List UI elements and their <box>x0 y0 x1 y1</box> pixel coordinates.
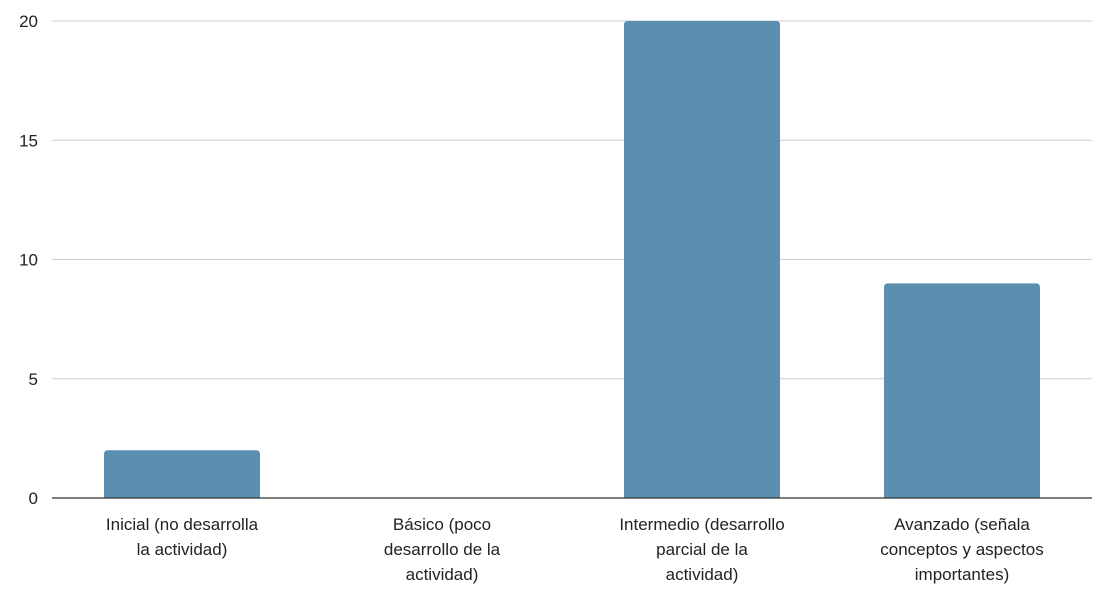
y-tick-label: 20 <box>19 12 38 31</box>
bars <box>104 21 1040 498</box>
x-category-label-line: Inicial (no desarrolla <box>106 515 259 534</box>
bar <box>624 21 780 498</box>
x-category-label: Intermedio (desarrollo parcial de la activ… <box>619 515 784 584</box>
x-category-label-line: conceptos y aspectos <box>880 540 1043 559</box>
x-category-label-line: Intermedio (desarrollo <box>619 515 784 534</box>
x-category-label: Básico (poco desarrollo de la actividad) <box>384 515 501 584</box>
y-tick-label: 15 <box>19 131 38 150</box>
x-category-label: Inicial (no desarrolla la actividad) <box>106 515 259 559</box>
y-tick-label: 5 <box>29 370 38 389</box>
x-category-label-line: importantes) <box>915 565 1009 584</box>
bar <box>884 283 1040 498</box>
x-category-label-line: actividad) <box>666 565 739 584</box>
x-category-label-line: Avanzado (señala <box>894 515 1030 534</box>
x-axis-categories: Inicial (no desarrolla la actividad) Básic… <box>106 515 1044 584</box>
bar <box>104 450 260 498</box>
x-category-label-line: actividad) <box>406 565 479 584</box>
y-tick-label: 0 <box>29 489 38 508</box>
y-axis-ticks: 0 5 10 15 20 <box>19 12 38 508</box>
x-category-label-line: Básico (poco <box>393 515 491 534</box>
x-category-label-line: la actividad) <box>137 540 228 559</box>
x-category-label: Avanzado (señala conceptos y aspectos impo… <box>880 515 1043 584</box>
y-tick-label: 10 <box>19 251 38 270</box>
x-category-label-line: desarrollo de la <box>384 540 501 559</box>
x-category-label-line: parcial de la <box>656 540 748 559</box>
